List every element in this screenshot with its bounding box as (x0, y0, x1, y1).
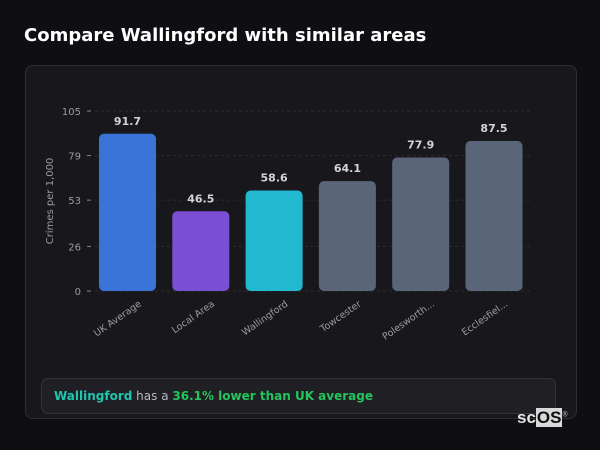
y-tick-label: 79 (68, 152, 81, 163)
bar-2 (245, 190, 303, 291)
data-label: 46.5 (187, 192, 214, 205)
data-label: 91.7 (114, 115, 141, 128)
x-tick-label: Wallingford (240, 299, 290, 339)
bar-5 (465, 141, 523, 291)
y-axis-label: Crimes per 1,000 (45, 158, 56, 245)
bar-3 (318, 181, 376, 291)
summary-comparison: 36.1% lower than UK average (172, 389, 373, 403)
y-tick-label: 105 (62, 107, 81, 118)
x-tick-label: Ecclesfiel... (460, 299, 510, 339)
data-label: 77.9 (407, 138, 434, 151)
data-label: 58.6 (261, 172, 288, 185)
bar-0 (99, 133, 156, 291)
page-title: Compare Wallingford with similar areas (24, 25, 427, 46)
watermark-logo: scOS® (517, 408, 568, 427)
data-label: 64.1 (334, 162, 361, 175)
summary-area: Wallingford (54, 389, 133, 403)
bar-1 (172, 211, 230, 291)
y-tick-label: 26 (68, 242, 81, 253)
data-label: 87.5 (480, 122, 507, 135)
y-tick-label: 53 (68, 196, 81, 207)
x-tick-label: UK Average (92, 299, 144, 340)
x-tick-label: Polesworth... (381, 299, 437, 343)
x-tick-label: Towcester (318, 299, 364, 336)
x-tick-label: Local Area (170, 299, 217, 336)
summary-middle: has a (132, 389, 173, 403)
comparison-summary: Wallingford has a 36.1% lower than UK av… (41, 378, 556, 414)
bar-4 (392, 157, 450, 291)
y-tick-label: 0 (75, 287, 81, 298)
